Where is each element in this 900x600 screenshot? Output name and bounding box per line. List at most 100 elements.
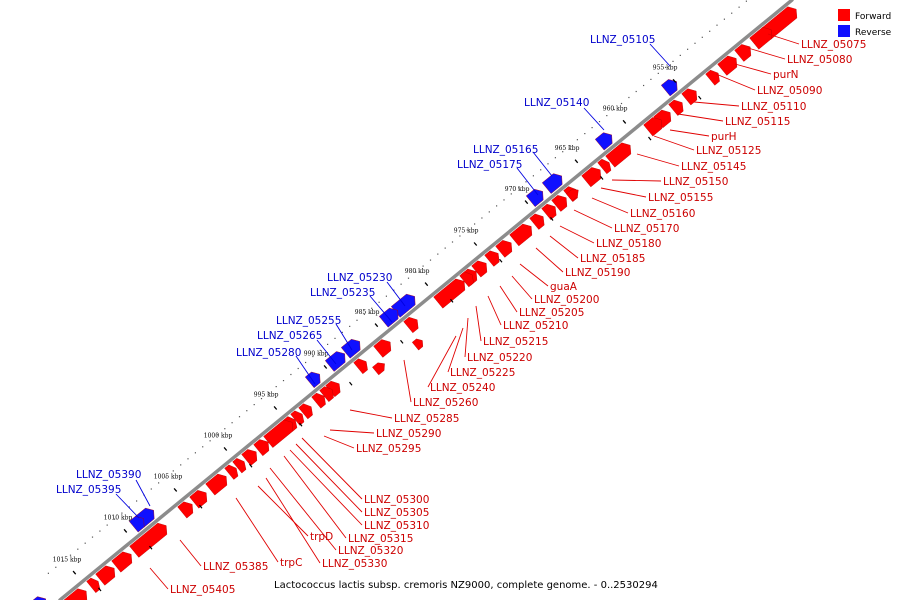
- forward-feature-label[interactable]: LLNZ_05405: [170, 584, 235, 596]
- reverse-gene-arrow[interactable]: [541, 173, 563, 194]
- forward-feature-label[interactable]: trpD: [310, 531, 333, 543]
- forward-gene-arrow[interactable]: [643, 117, 663, 137]
- forward-gene-arrow[interactable]: [529, 213, 545, 230]
- forward-gene-arrow[interactable]: [372, 362, 385, 376]
- forward-gene-arrow[interactable]: [749, 26, 773, 50]
- forward-gene-arrow[interactable]: [205, 473, 228, 496]
- forward-gene-arrow[interactable]: [681, 88, 698, 106]
- forward-feature-label[interactable]: LLNZ_05200: [534, 294, 599, 306]
- forward-gene-arrow[interactable]: [459, 271, 474, 288]
- forward-gene-arrow[interactable]: [668, 99, 684, 116]
- forward-gene-arrow[interactable]: [411, 338, 424, 351]
- reverse-feature-label[interactable]: LLNZ_05165: [473, 144, 538, 156]
- forward-feature-label[interactable]: LLNZ_05160: [630, 208, 695, 220]
- forward-feature-label[interactable]: LLNZ_05260: [413, 397, 478, 409]
- forward-gene-arrow[interactable]: [566, 189, 579, 202]
- forward-gene-arrow[interactable]: [597, 158, 612, 175]
- forward-gene-arrow[interactable]: [241, 449, 258, 466]
- forward-gene-arrow[interactable]: [290, 410, 305, 426]
- forward-feature-label[interactable]: LLNZ_05110: [741, 101, 806, 113]
- forward-gene-arrow[interactable]: [471, 260, 488, 278]
- forward-gene-arrow[interactable]: [263, 419, 294, 448]
- forward-feature-label[interactable]: LLNZ_05180: [596, 238, 661, 250]
- forward-feature-label[interactable]: LLNZ_05385: [203, 561, 268, 573]
- forward-feature-label[interactable]: LLNZ_05125: [696, 145, 761, 157]
- forward-feature-label[interactable]: LLNZ_05170: [614, 223, 679, 235]
- forward-feature-label[interactable]: LLNZ_05305: [364, 507, 429, 519]
- reverse-feature-label[interactable]: LLNZ_05265: [257, 330, 322, 342]
- forward-feature-label[interactable]: purN: [773, 69, 799, 81]
- forward-feature-label[interactable]: LLNZ_05075: [801, 39, 866, 51]
- forward-feature-label[interactable]: LLNZ_05295: [356, 443, 421, 455]
- reverse-feature-label[interactable]: LLNZ_05230: [327, 272, 392, 284]
- forward-gene-arrow[interactable]: [86, 577, 101, 593]
- forward-feature-label[interactable]: LLNZ_05320: [338, 545, 403, 557]
- forward-gene-arrow[interactable]: [129, 522, 168, 558]
- forward-gene-arrow[interactable]: [717, 55, 738, 76]
- forward-gene-arrow[interactable]: [95, 565, 116, 586]
- forward-feature-label[interactable]: LLNZ_05155: [648, 192, 713, 204]
- forward-feature-label[interactable]: LLNZ_05210: [503, 320, 568, 332]
- forward-feature-label[interactable]: LLNZ_05090: [757, 85, 822, 97]
- forward-gene-arrow[interactable]: [311, 392, 326, 409]
- forward-feature-label[interactable]: LLNZ_05330: [322, 558, 387, 570]
- reverse-gene-arrow[interactable]: [594, 132, 613, 151]
- forward-gene-arrow[interactable]: [189, 490, 208, 509]
- forward-feature-label[interactable]: LLNZ_05310: [364, 520, 429, 532]
- reverse-gene-arrow[interactable]: [340, 338, 361, 359]
- forward-feature-label[interactable]: LLNZ_05240: [430, 382, 495, 394]
- forward-feature-label[interactable]: LLNZ_05115: [725, 116, 790, 128]
- forward-feature-label[interactable]: LLNZ_05145: [681, 161, 746, 173]
- forward-feature-label[interactable]: LLNZ_05220: [467, 352, 532, 364]
- reverse-feature-label[interactable]: LLNZ_05390: [76, 469, 141, 481]
- forward-gene-arrow[interactable]: [734, 44, 752, 62]
- forward-gene-arrow[interactable]: [373, 339, 392, 358]
- forward-gene-arrow[interactable]: [705, 69, 720, 86]
- reverse-feature-label[interactable]: LLNZ_05140: [524, 97, 589, 109]
- reverse-feature-label[interactable]: LLNZ_05395: [56, 484, 121, 496]
- reverse-feature-label[interactable]: LLNZ_05105: [590, 34, 655, 46]
- forward-feature-label[interactable]: LLNZ_05150: [663, 176, 728, 188]
- reverse-feature-label[interactable]: LLNZ_05280: [236, 347, 301, 359]
- forward-gene-arrow[interactable]: [581, 167, 602, 188]
- reverse-feature-labels[interactable]: LLNZ_05105 LLNZ_05140 LLNZ_05165 LLNZ_05175…: [56, 34, 655, 496]
- forward-feature-label[interactable]: LLNZ_05285: [394, 413, 459, 425]
- reverse-gene-arrow[interactable]: [660, 79, 678, 97]
- forward-gene-arrow[interactable]: [177, 501, 194, 519]
- forward-gene-arrow[interactable]: [541, 203, 557, 220]
- forward-gene-arrow[interactable]: [495, 240, 513, 258]
- reverse-gene-arrow[interactable]: [128, 516, 145, 533]
- reverse-gene-arrow[interactable]: [324, 351, 346, 372]
- forward-gene-arrow[interactable]: [232, 458, 247, 474]
- reverse-feature-label[interactable]: LLNZ_05175: [457, 159, 522, 171]
- forward-gene-arrow[interactable]: [253, 439, 270, 457]
- forward-feature-label[interactable]: LLNZ_05315: [348, 533, 413, 545]
- forward-gene-arrow[interactable]: [484, 250, 500, 267]
- forward-feature-label[interactable]: LLNZ_05290: [376, 428, 441, 440]
- forward-gene-arrow[interactable]: [353, 358, 368, 375]
- forward-feature-label[interactable]: LLNZ_05190: [565, 267, 630, 279]
- forward-gene-arrow[interactable]: [551, 195, 568, 212]
- forward-feature-label[interactable]: trpC: [280, 557, 302, 569]
- forward-feature-label[interactable]: LLNZ_05080: [787, 54, 852, 66]
- reverse-feature-label[interactable]: LLNZ_05235: [310, 287, 375, 299]
- forward-feature-label[interactable]: LLNZ_05225: [450, 367, 515, 379]
- forward-feature-label[interactable]: purH: [711, 131, 737, 143]
- forward-feature-label[interactable]: guaA: [550, 281, 578, 293]
- forward-feature-label[interactable]: LLNZ_05185: [580, 253, 645, 265]
- forward-gene-arrow[interactable]: [509, 223, 533, 247]
- forward-gene-arrow[interactable]: [62, 588, 88, 600]
- forward-gene-arrow[interactable]: [224, 464, 239, 480]
- reverse-gene-arrow[interactable]: [29, 596, 46, 600]
- forward-feature-label[interactable]: LLNZ_05215: [483, 336, 548, 348]
- forward-gene-arrow[interactable]: [298, 403, 313, 420]
- legend-item-forward[interactable]: Forward: [838, 9, 891, 22]
- forward-feature-labels[interactable]: LLNZ_05075 LLNZ_05080 purN LLNZ_05090 LLNZ_0…: [170, 39, 866, 596]
- forward-feature-label[interactable]: LLNZ_05205: [519, 307, 584, 319]
- forward-gene-arrow[interactable]: [403, 316, 419, 334]
- reverse-gene-arrow[interactable]: [525, 188, 544, 207]
- reverse-feature-label[interactable]: LLNZ_05255: [276, 315, 341, 327]
- forward-feature-label[interactable]: LLNZ_05300: [364, 494, 429, 506]
- forward-gene-arrow[interactable]: [319, 386, 334, 402]
- forward-gene-arrow[interactable]: [433, 278, 466, 309]
